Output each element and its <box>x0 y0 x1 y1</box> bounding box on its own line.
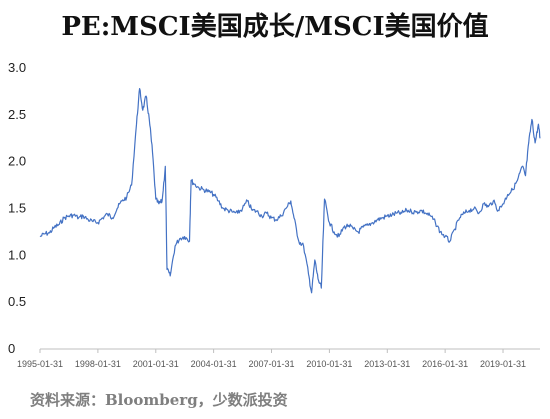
y-tick-label: 0.5 <box>8 294 26 309</box>
x-tick-label: 1998-01-31 <box>75 359 121 369</box>
y-tick-label: 2.0 <box>8 154 26 169</box>
x-axis: 1995-01-31 1998-01-31 2001-01-31 2004-01-31… <box>17 348 540 369</box>
y-tick-label: 0 <box>8 341 15 356</box>
x-tick-label: 2007-01-31 <box>248 359 294 369</box>
x-tick-label: 2001-01-31 <box>133 359 179 369</box>
y-tick-label: 3.0 <box>8 60 26 75</box>
series-line <box>39 88 541 294</box>
series-layer <box>39 88 541 294</box>
y-tick-label: 2.5 <box>8 107 26 122</box>
x-tick-label: 1995-01-31 <box>17 359 63 369</box>
chart-title: PE:MSCI美国成长/MSCI美国价值 <box>61 12 489 42</box>
y-axis: 3.0 2.5 2.0 1.5 1.0 0.5 0 <box>8 60 26 356</box>
x-tick-label: 2004-01-31 <box>191 359 237 369</box>
y-tick-label: 1.0 <box>8 247 26 262</box>
x-tick-label: 2019-01-31 <box>480 359 526 369</box>
source-note: 资料来源：Bloomberg，少数派投资 <box>30 391 288 409</box>
x-tick-label: 2016-01-31 <box>422 359 468 369</box>
y-tick-label: 1.5 <box>8 201 26 216</box>
x-tick-label: 2013-01-31 <box>364 359 410 369</box>
x-tick-label: 2010-01-31 <box>306 359 352 369</box>
